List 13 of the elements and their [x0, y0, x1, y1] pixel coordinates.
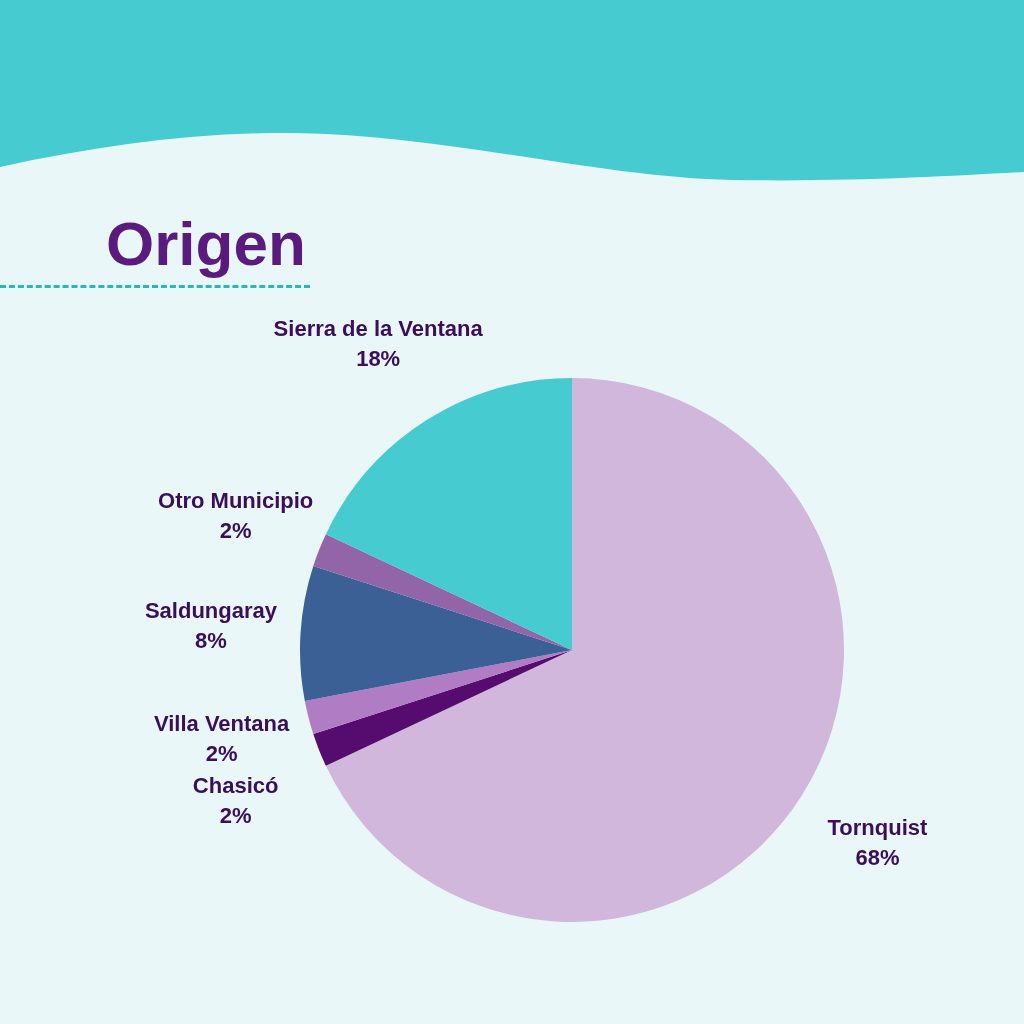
slice-label: Sierra de la Ventana — [273, 315, 484, 341]
chart-title: Origen — [106, 208, 306, 279]
slice-label: Tornquist — [827, 814, 929, 840]
data-label: 18% — [356, 345, 401, 371]
data-label: 8% — [195, 628, 227, 654]
data-label: 68% — [855, 844, 900, 870]
data-label: 2% — [205, 741, 238, 767]
slice-label: Saldungaray — [144, 598, 278, 624]
data-label: 2% — [219, 517, 252, 543]
slice-label: Villa Ventana — [153, 711, 291, 737]
slice-label: Otro Municipio — [158, 487, 314, 513]
slice-label: Chasicó — [192, 773, 279, 799]
data-label: 2% — [219, 803, 252, 829]
